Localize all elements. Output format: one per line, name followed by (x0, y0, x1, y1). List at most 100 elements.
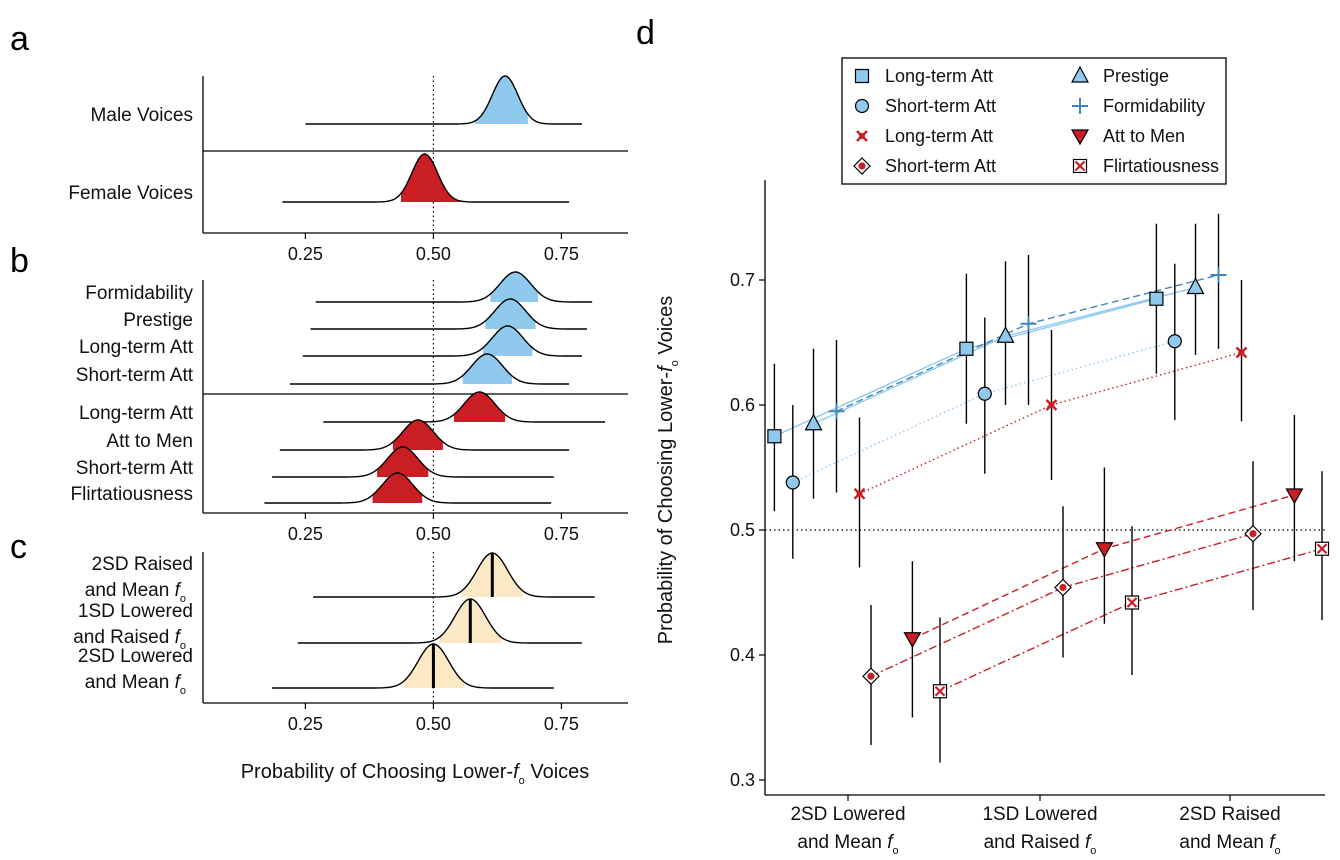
category-label-line2: and Mean fo (85, 580, 186, 605)
y-tick-label: 0.4 (730, 645, 755, 665)
legend-marker-circle (854, 98, 870, 114)
x-tick-label: 0.25 (288, 524, 323, 544)
point-range-panel-d: 0.3 0.4 0.5 0.6 0.7 2SD Lowered and Mean fo 1SD… (655, 57, 1330, 857)
point-circle-2 (977, 386, 992, 401)
point-diamond-3-dot (1249, 530, 1257, 538)
legend-label-8: Flirtatiousness (1103, 156, 1219, 176)
point-triangle-down-2 (1095, 542, 1114, 558)
panel-letter-d: d (636, 14, 655, 52)
density-hdi-5 (453, 392, 506, 422)
panel-letter-b: b (10, 242, 29, 280)
legend-label-1: Long-term Att (885, 66, 993, 86)
series-line-5 (813, 286, 1196, 425)
x-tick-label-line1: 1SD Lowered (982, 804, 1097, 825)
density-curve-5 (323, 391, 605, 423)
point-triangle-3 (1186, 277, 1205, 295)
legend-marker-triangle (1071, 65, 1089, 83)
x-tick-label-line2: and Raised fo (984, 832, 1097, 857)
legend-box (841, 57, 1227, 185)
density-curve-2 (282, 153, 570, 203)
point-diamond-1-dot (867, 672, 875, 680)
legend-label-2: Short-term Att (885, 96, 996, 116)
density-curve-4 (290, 353, 570, 385)
series-line-2 (792, 340, 1175, 484)
ridge-panel-b: 0.25 0.50 0.75 Formidability Prestige Long-te… (71, 271, 628, 544)
series-line-3 (859, 351, 1242, 495)
point-square-2 (959, 341, 974, 356)
x-tick-label-line2: and Mean fo (797, 832, 898, 857)
legend-marker-square (854, 68, 870, 84)
point-circle-1 (785, 475, 800, 490)
category-label-line1: 1SD Lowered (78, 601, 193, 622)
x-tick-label: 0.50 (416, 524, 451, 544)
series-line-4 (870, 533, 1254, 677)
category-label: Female Voices (68, 183, 193, 204)
point-square-x-1-x (934, 685, 946, 697)
category-label-line1: 2SD Lowered (78, 646, 193, 667)
point-square-3 (1149, 291, 1164, 306)
category-label: Flirtatiousness (71, 484, 194, 505)
density-hdi-4 (462, 354, 512, 384)
category-label: Prestige (123, 310, 193, 331)
x-tick-label: 0.50 (416, 714, 451, 734)
density-curve-8 (264, 472, 552, 504)
x-tick-label-line2: and Mean fo (1179, 832, 1280, 857)
density-hdi-8 (372, 473, 423, 503)
density-background (290, 354, 570, 384)
point-triangle-2 (996, 325, 1015, 343)
point-x-1 (853, 487, 866, 500)
category-label-line2: and Raised fo (73, 627, 186, 652)
category-label-line2: and Mean fo (85, 672, 186, 697)
y-tick-label: 0.6 (730, 395, 755, 415)
series-line-8 (939, 548, 1323, 692)
y-tick-label: 0.5 (730, 520, 755, 540)
legend-marker-x (856, 130, 868, 142)
legend-label-7: Att to Men (1103, 126, 1185, 146)
point-plus-1 (828, 403, 845, 420)
point-square-x-3-x (1316, 543, 1328, 555)
point-square-1 (767, 429, 782, 444)
density-hdi-2 (485, 299, 536, 329)
point-triangle-down-3 (1285, 488, 1304, 505)
category-label: Formidability (85, 283, 193, 304)
legend-label-6: Formidability (1103, 96, 1205, 116)
density-background (315, 272, 593, 302)
legend-marker-diamond-dot (858, 162, 866, 170)
point-plus-3 (1210, 267, 1227, 283)
series-line-7 (912, 494, 1295, 640)
density-hdi-7 (377, 447, 429, 477)
x-tick-label: 0.75 (544, 524, 579, 544)
point-x-3 (1235, 346, 1248, 359)
density-curve-2 (310, 298, 587, 330)
category-label: Short-term Att (76, 365, 194, 386)
legend: Long-term Att Short-term Att Long-term Att… (841, 57, 1227, 185)
x-tick-label: 0.50 (416, 244, 451, 264)
category-label-line1: 2SD Raised (92, 554, 193, 575)
density-background (313, 553, 595, 597)
panel-letter-a: a (10, 20, 29, 58)
density-curve-1 (315, 271, 593, 303)
density-curve-1 (305, 75, 582, 125)
density-curve-3 (272, 643, 554, 689)
point-x-2 (1045, 399, 1058, 411)
point-plus-2 (1020, 315, 1037, 332)
legend-marker-plus (1072, 98, 1088, 114)
density-curve-3 (302, 325, 582, 357)
y-tick-label: 0.3 (730, 770, 755, 790)
density-curve-1 (313, 552, 595, 598)
density-hdi-6 (392, 420, 443, 450)
category-label: Male Voices (91, 105, 193, 126)
x-tick-label: 0.25 (288, 714, 323, 734)
category-label: Long-term Att (79, 403, 194, 424)
density-background (310, 299, 587, 329)
x-tick-label-line1: 2SD Raised (1179, 804, 1280, 825)
x-axis-title: Probability of Choosing Lower-fo Voices (241, 761, 590, 787)
legend-label-5: Prestige (1103, 66, 1169, 86)
x-tick-label: 0.75 (544, 244, 579, 264)
x-tick-label: 0.75 (544, 714, 579, 734)
point-triangle-down-1 (903, 632, 922, 648)
legend-marker-triangle-down (1070, 129, 1090, 146)
point-square-x-2-x (1126, 597, 1138, 608)
density-curve-7 (272, 446, 554, 478)
